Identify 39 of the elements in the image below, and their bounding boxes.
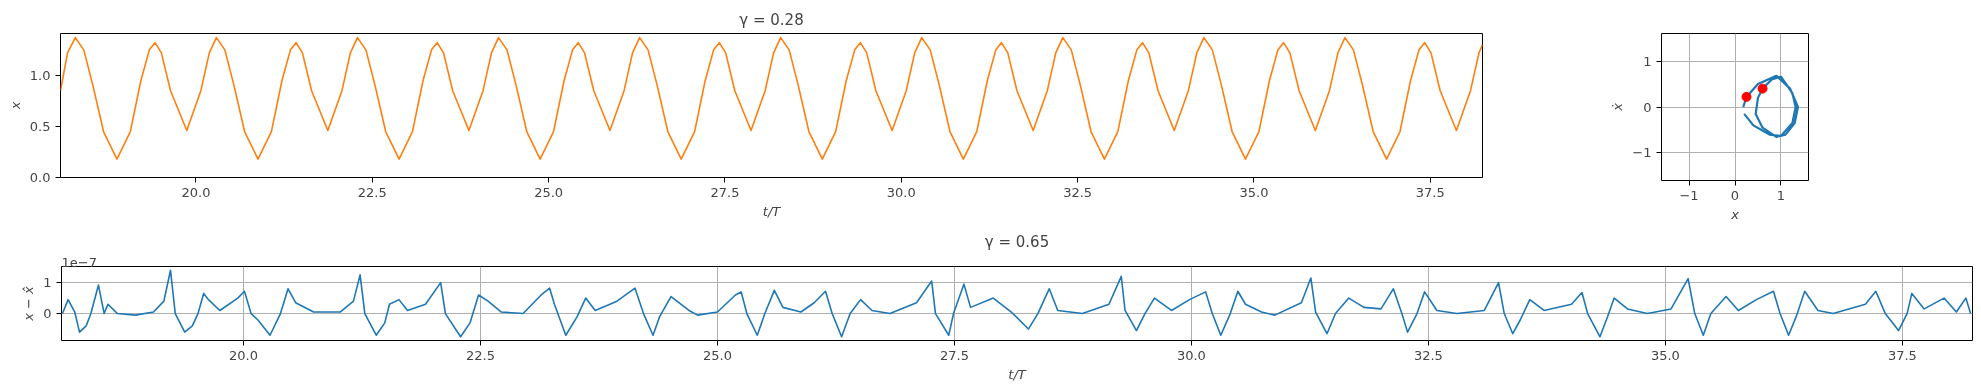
x-tick-label: 37.5 [1415,184,1445,200]
chart-title: γ = 0.65 [984,232,1050,251]
x-tick-label: 0 [1730,187,1740,203]
y-tick-label: −1 [1632,145,1652,161]
x-tick-label: 32.5 [1063,184,1093,200]
line-series [1742,74,1800,138]
line-series [60,36,1483,160]
x-tick-label: 35.0 [1650,347,1680,363]
y-tick-label: 0.5 [29,118,51,134]
x-tick-label: 32.5 [1413,347,1443,363]
y-tick-label: 0.0 [29,170,51,185]
x-tick-label: 22.5 [357,184,387,200]
y-tick-label: 0 [1643,99,1652,115]
x-tick-label: 25.0 [702,347,732,363]
y-tick-label: 1 [1643,53,1652,69]
x-tick-label: 25.0 [534,184,564,200]
chart-title: γ = 0.28 [739,10,804,29]
y-axis-title: x [7,101,23,111]
x-tick-label: 20.0 [181,184,211,200]
x-tick-label: 20.0 [229,347,258,363]
x-tick-label: 22.5 [466,347,495,363]
y-tick-label: 1.0 [29,67,51,83]
line-series [61,269,1972,338]
x-tick-label: 27.5 [710,184,740,200]
x-tick-label: 37.5 [1887,347,1917,363]
x-tick-label: 35.0 [1239,184,1269,200]
x-tick-label: −1 [1679,187,1699,203]
y-axis-title: x − x̂ [21,285,37,322]
x-tick-label: 1 [1776,187,1786,203]
x-tick-label: 30.0 [1176,347,1206,363]
y-tick-label: 0 [43,306,52,322]
annotation: 1e−7 [61,254,97,270]
y-tick-label: 1 [43,275,52,291]
x-tick-label: 30.0 [886,184,916,200]
x-axis-title: t/T [762,203,782,219]
x-tick-label: 27.5 [939,347,969,363]
y-axis-title: ẋ [1610,102,1626,112]
x-axis-title: t/T [1008,366,1027,382]
x-axis-title: x [1730,206,1740,222]
